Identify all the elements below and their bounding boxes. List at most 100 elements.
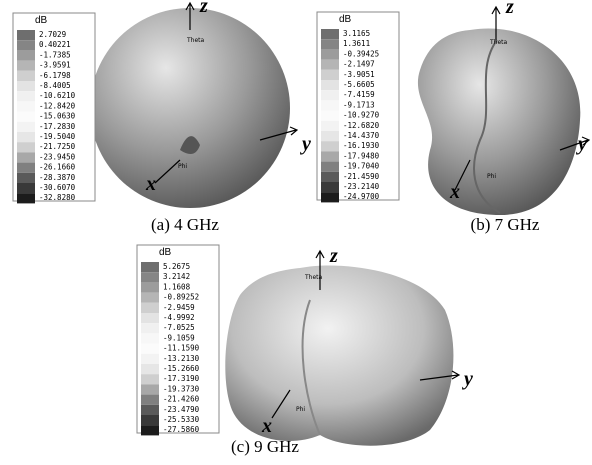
legend-swatch [321,49,339,59]
legend-swatch [17,81,35,91]
legend-value: -7.4159 [343,90,375,99]
legend-value: -17.3190 [163,374,200,383]
legend-value: -15.0630 [39,112,76,121]
axis-label-y: y [576,133,587,155]
legend-swatch [17,142,35,152]
legend-value: -16.1930 [343,141,380,150]
legend-value: -21.4260 [163,395,200,404]
legend-value: -23.9450 [39,152,76,161]
legend-value: -32.8280 [39,193,76,202]
legend-swatch [17,183,35,193]
legend-value: -6.1798 [39,71,71,80]
legend-swatch [141,333,159,343]
legend-swatch [141,364,159,374]
legend-value: -28.3870 [39,173,76,182]
legend-value: -0.89252 [163,293,199,302]
legend-swatch [141,272,159,282]
legend-swatch [17,152,35,162]
legend-swatch [17,30,35,40]
legend-swatch [321,172,339,182]
legend-swatch [17,40,35,50]
legend-swatch [321,70,339,80]
phi-label: Phi [487,173,496,180]
legend-swatch [17,101,35,111]
legend-value: -11.1590 [163,344,200,353]
legend-swatch [17,132,35,142]
legend-value: 1.3611 [343,39,370,48]
legend-swatch [321,182,339,192]
legend-value: 3.2142 [163,272,190,281]
legend-value: -23.4790 [163,405,200,414]
legend-swatch [321,60,339,70]
theta-label: Theta [304,274,323,281]
legend-swatch [141,395,159,405]
legend-value: -3.9051 [343,70,375,79]
legend-value: 5.2675 [163,262,190,271]
legend-swatch [141,384,159,394]
legend-swatch [321,39,339,49]
legend-swatch [321,80,339,90]
legend-swatch [321,131,339,141]
legend-swatch [17,71,35,81]
legend-title: dB [35,15,48,26]
legend-swatch [141,262,159,272]
caption: (b) 7 GHz [471,215,540,234]
legend-title: dB [339,14,352,25]
legend-swatch [141,323,159,333]
legend-value: -4.9992 [163,313,195,322]
legend-swatch [17,193,35,203]
legend-swatch [17,61,35,71]
axis-label-y: y [300,133,311,155]
legend-swatch [17,122,35,132]
legend-swatch [141,415,159,425]
legend-swatch [321,111,339,121]
axis-label-z: z [329,245,338,267]
axis-label-x: x [261,415,272,437]
pattern-b [418,28,580,215]
legend-swatch [321,141,339,151]
legend-value: -2.1497 [343,60,375,69]
legend-swatch [321,151,339,161]
legend-swatch [141,303,159,313]
legend-swatch [321,162,339,172]
legend-swatch [321,90,339,100]
legend-value: -2.9459 [163,303,195,312]
axis-label-x: x [145,173,156,195]
caption: (c) 9 GHz [231,437,299,456]
legend-swatch [141,282,159,292]
legend-value: 2.7029 [39,30,66,39]
legend-value: -30.6070 [39,183,76,192]
legend-value: -24.9700 [343,192,380,201]
legend-value: -8.4005 [39,81,71,90]
legend-value: -21.4590 [343,172,380,181]
legend-value: -10.9270 [343,111,380,120]
legend-value: 3.1165 [343,29,370,38]
legend-swatch [141,374,159,384]
legend-value: -26.1660 [39,163,76,172]
legend-value: -15.2660 [163,364,200,373]
theta-label: Theta [489,39,508,46]
phi-label: Phi [178,163,187,170]
legend-swatch [141,344,159,354]
legend-value: -5.6605 [343,80,375,89]
axis-label-x: x [449,181,460,203]
legend-swatch [321,100,339,110]
legend-value: -14.4370 [343,131,380,140]
legend-swatch [141,293,159,303]
theta-label: Theta [186,37,205,44]
figure: dB2.70290.40221-1.7385-3.9591-6.1798-8.4… [0,0,592,465]
legend-value: -12.8420 [39,101,76,110]
legend-swatch [321,192,339,202]
legend-value: -27.5860 [163,425,200,434]
legend-swatch [141,425,159,435]
legend-swatch [321,121,339,131]
legend-swatch [141,354,159,364]
phi-label: Phi [296,406,305,413]
legend-value: -12.6820 [343,121,380,130]
legend-swatch [141,405,159,415]
legend-value: -25.5330 [163,415,200,424]
legend-value: -21.7250 [39,142,76,151]
legend-value: -3.9591 [39,61,71,70]
legend-value: -19.7040 [343,162,380,171]
legend-value: 1.1608 [163,282,191,291]
